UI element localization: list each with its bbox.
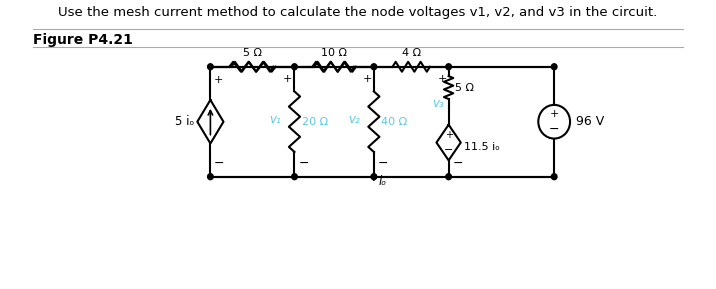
Text: Use the mesh current method to calculate the node voltages v1, v2, and v3 in the: Use the mesh current method to calculate…: [59, 6, 657, 19]
Circle shape: [208, 174, 213, 180]
Text: 40 Ω: 40 Ω: [382, 117, 407, 127]
Text: −: −: [453, 157, 463, 170]
Text: 4 Ω: 4 Ω: [402, 48, 421, 58]
Circle shape: [551, 174, 557, 180]
Text: −: −: [214, 157, 225, 170]
Text: +: +: [284, 74, 293, 84]
Circle shape: [371, 174, 377, 180]
Text: 11.5 iₒ: 11.5 iₒ: [463, 142, 500, 153]
Text: +: +: [214, 75, 223, 85]
Circle shape: [446, 174, 451, 180]
Text: +: +: [437, 74, 447, 84]
Text: +: +: [549, 109, 559, 119]
Text: v₃: v₃: [432, 97, 444, 110]
Text: 5 iₒ: 5 iₒ: [175, 115, 195, 128]
Circle shape: [208, 64, 213, 70]
Text: Figure P4.21: Figure P4.21: [33, 33, 132, 47]
Circle shape: [291, 64, 297, 70]
Text: 5 Ω: 5 Ω: [243, 48, 262, 58]
Circle shape: [371, 64, 377, 70]
Circle shape: [446, 64, 451, 70]
Text: +: +: [363, 74, 372, 84]
Circle shape: [551, 64, 557, 70]
Text: 96 V: 96 V: [576, 115, 604, 128]
Text: 10 Ω: 10 Ω: [321, 48, 347, 58]
Text: v₂: v₂: [348, 113, 360, 126]
Circle shape: [291, 174, 297, 180]
Text: −: −: [377, 157, 388, 170]
Text: v₁: v₁: [268, 113, 281, 126]
Text: −: −: [444, 145, 453, 155]
Text: 20 Ω: 20 Ω: [302, 117, 328, 127]
Text: −: −: [298, 157, 309, 170]
Text: 5 Ω: 5 Ω: [455, 83, 474, 92]
Text: iₒ: iₒ: [379, 175, 387, 188]
Text: +: +: [445, 130, 453, 140]
Text: −: −: [549, 123, 559, 136]
